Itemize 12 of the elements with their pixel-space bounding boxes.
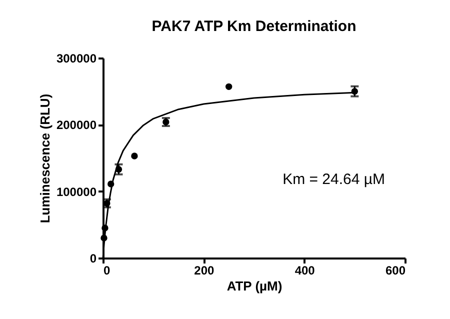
chart-title: PAK7 ATP Km Determination [152, 18, 356, 35]
x-tick-label: 0 [104, 264, 110, 278]
y-tick-label: 200000 [56, 118, 97, 132]
x-tick-label: 400 [294, 264, 316, 278]
y-tick-label: 100000 [56, 184, 97, 199]
x-tick-label: 600 [385, 264, 406, 278]
x-axis-title: ATP (µM) [226, 278, 282, 294]
annotation: Km = 24.64 µM [282, 171, 385, 188]
x-tick-label: 200 [194, 264, 214, 278]
y-tick-label: 0 [90, 252, 97, 266]
y-axis-title: Luminescence (RLU) [37, 94, 52, 224]
y-tick-label: 300000 [56, 52, 97, 66]
